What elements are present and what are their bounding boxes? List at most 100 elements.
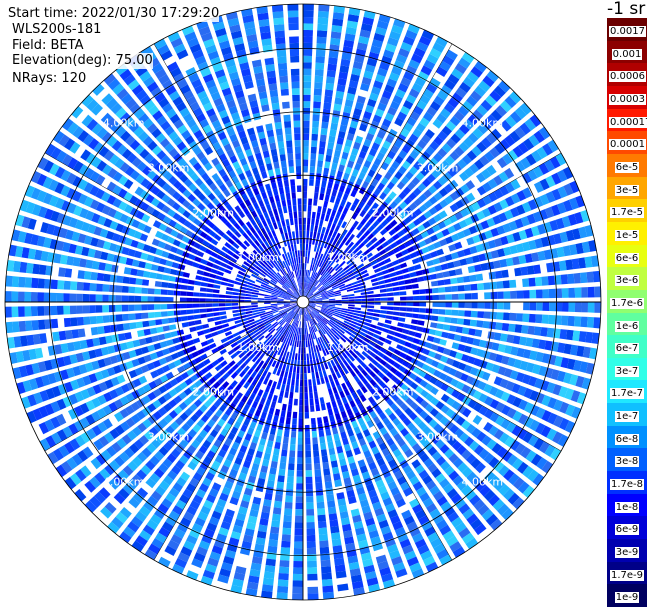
beta-cell <box>418 204 428 213</box>
beta-cell <box>440 263 449 271</box>
beta-cell <box>281 403 287 411</box>
beta-cell <box>281 449 288 457</box>
beta-cell <box>153 342 162 350</box>
beta-cell <box>276 481 284 489</box>
beta-cell <box>522 278 530 287</box>
beta-cell <box>377 182 385 191</box>
beta-cell <box>471 302 478 309</box>
beta-cell <box>265 446 272 455</box>
beta-cell <box>433 191 443 201</box>
beta-cell <box>309 166 316 173</box>
beta-cell <box>343 145 351 154</box>
beta-cell <box>82 293 90 302</box>
beta-cell <box>579 361 589 373</box>
beta-cell <box>376 421 385 430</box>
beta-cell <box>560 357 570 369</box>
beta-cell <box>329 215 335 223</box>
beta-cell <box>390 515 401 525</box>
beta-cell <box>395 252 403 259</box>
beta-cell <box>186 505 198 516</box>
beta-cell <box>470 66 483 78</box>
beta-cell <box>287 469 295 477</box>
beta-cell <box>250 562 262 571</box>
beta-cell <box>236 451 245 460</box>
beta-cell <box>319 193 325 201</box>
beta-cell <box>466 192 476 203</box>
beta-cell <box>369 351 377 358</box>
beta-cell <box>498 212 508 223</box>
beta-cell <box>331 25 343 33</box>
beta-cell <box>343 265 350 271</box>
beta-cell <box>521 172 532 184</box>
beta-cell <box>130 414 141 424</box>
beta-cell <box>506 394 517 405</box>
beta-cell <box>228 537 240 546</box>
beta-cell <box>354 397 362 406</box>
beta-cell <box>532 211 542 223</box>
beta-cell <box>280 193 286 201</box>
beta-cell <box>345 201 352 209</box>
beta-cell <box>186 339 195 347</box>
beta-cell <box>255 484 264 493</box>
beta-cell <box>370 193 378 202</box>
beta-cell <box>461 420 471 430</box>
beta-cell <box>455 326 463 334</box>
beta-cell <box>283 430 290 438</box>
beta-cell <box>255 358 262 365</box>
beta-cell <box>490 518 503 531</box>
beta-cell <box>139 505 151 517</box>
beta-cell <box>186 534 198 545</box>
beta-cell <box>505 196 515 207</box>
beta-cell <box>305 457 312 464</box>
beta-cell <box>94 472 106 485</box>
beta-cell <box>405 284 413 290</box>
beta-cell <box>194 517 206 527</box>
beta-cell <box>115 386 125 397</box>
beta-cell <box>556 370 566 382</box>
beta-cell <box>387 480 398 490</box>
beta-cell <box>423 275 431 281</box>
beta-cell <box>399 374 408 382</box>
beta-cell <box>305 290 310 297</box>
beta-cell <box>275 361 280 369</box>
beta-cell <box>304 405 309 413</box>
beta-cell <box>333 473 341 481</box>
beta-cell <box>486 261 495 270</box>
beta-cell <box>241 395 248 403</box>
beta-cell <box>304 308 306 315</box>
beta-cell <box>103 273 111 282</box>
beta-cell <box>303 198 307 205</box>
beta-cell <box>404 550 417 561</box>
beta-cell <box>512 458 524 470</box>
beta-cell <box>373 452 383 461</box>
beta-cell <box>344 239 351 246</box>
beta-cell <box>305 282 307 290</box>
beta-cell <box>476 210 486 221</box>
beta-cell <box>343 388 351 396</box>
beta-cell <box>147 304 155 311</box>
beta-cell <box>183 540 195 551</box>
beta-cell <box>98 435 110 447</box>
beta-cell <box>413 264 422 271</box>
beta-cell <box>565 404 576 417</box>
beta-cell <box>310 153 317 160</box>
beta-cell <box>95 453 107 466</box>
beta-cell <box>409 271 417 278</box>
beta-cell <box>305 470 313 477</box>
beta-cell <box>569 244 578 256</box>
beta-cell <box>231 303 239 306</box>
beta-cell <box>284 423 291 431</box>
beta-cell <box>303 23 314 31</box>
beta-cell <box>567 213 578 226</box>
beta-cell <box>559 401 570 414</box>
beta-cell <box>313 290 320 295</box>
beta-cell <box>368 148 378 157</box>
beta-cell <box>160 311 168 317</box>
beta-cell <box>380 228 388 236</box>
beta-cell <box>273 161 280 169</box>
beta-cell <box>422 327 430 334</box>
beta-cell <box>354 340 361 346</box>
beta-cell <box>506 233 515 244</box>
beta-cell <box>100 369 110 379</box>
beta-cell <box>352 315 360 320</box>
